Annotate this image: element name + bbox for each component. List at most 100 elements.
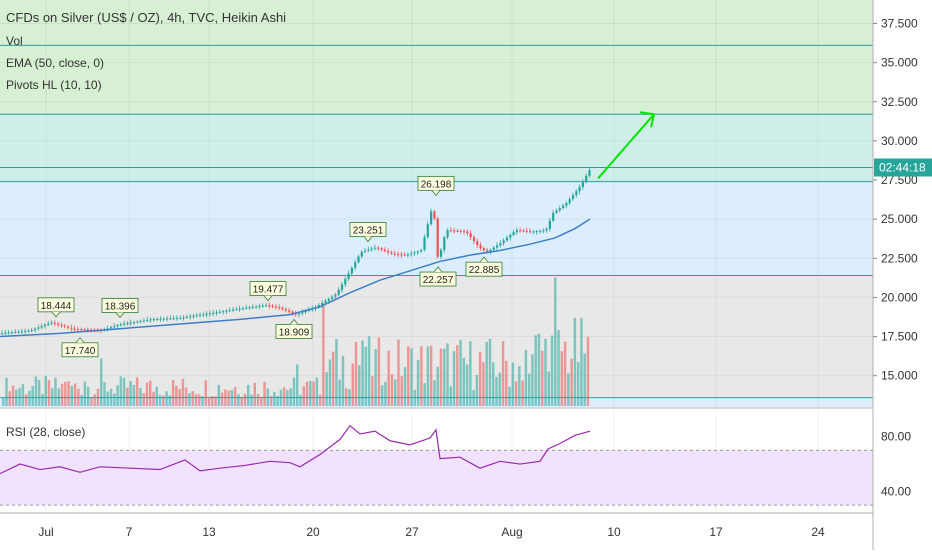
candle-body bbox=[453, 230, 456, 232]
candle-body bbox=[466, 231, 469, 234]
volume-bar bbox=[364, 346, 368, 406]
candle-body bbox=[30, 330, 33, 332]
volume-bar bbox=[407, 346, 410, 406]
indicator-volume-label[interactable]: Vol bbox=[6, 34, 23, 48]
candle-body bbox=[334, 294, 337, 297]
volume-bar bbox=[162, 395, 165, 406]
volume-bar bbox=[544, 338, 547, 406]
volume-bar bbox=[188, 393, 191, 406]
volume-bar bbox=[394, 379, 397, 406]
rsi-line bbox=[0, 424, 591, 475]
volume-bar bbox=[452, 351, 456, 406]
candle-body bbox=[463, 231, 466, 233]
volume-bar bbox=[387, 350, 390, 406]
candle-body bbox=[459, 231, 462, 233]
time-axis-tick-5: Aug bbox=[501, 525, 522, 539]
candle-body bbox=[317, 305, 320, 308]
candle-body bbox=[281, 308, 284, 310]
candle-body bbox=[245, 307, 248, 309]
time-axis-tick-7: 17 bbox=[709, 525, 723, 539]
pivot-label-19.477: 19.477 bbox=[249, 281, 287, 302]
volume-bar bbox=[492, 362, 495, 406]
candle-body bbox=[423, 237, 426, 251]
candle-body bbox=[555, 210, 558, 213]
time-axis-tick-4: 27 bbox=[405, 525, 419, 539]
candle-body bbox=[512, 232, 515, 235]
volume-bar bbox=[358, 365, 361, 406]
trend-arrow-head bbox=[639, 111, 656, 128]
time-axis-tick-2: 13 bbox=[202, 525, 216, 539]
pivot-value: 17.740 bbox=[65, 346, 96, 357]
rsi-title[interactable]: RSI (28, close) bbox=[6, 425, 86, 439]
candle-body bbox=[50, 322, 53, 324]
candle-body bbox=[212, 312, 215, 314]
volume-bar bbox=[554, 277, 557, 406]
volume-bar bbox=[485, 341, 488, 406]
candle-body bbox=[24, 330, 27, 332]
volume-bar bbox=[478, 351, 482, 406]
price-axis-tick-0: 15.000 bbox=[881, 369, 918, 383]
volume-bar bbox=[113, 393, 116, 406]
volume-bar bbox=[54, 377, 57, 406]
volume-bar bbox=[462, 357, 466, 406]
volume-bar bbox=[60, 383, 64, 406]
volume-bar bbox=[132, 384, 136, 406]
candle-body bbox=[172, 318, 175, 320]
volume-bar bbox=[184, 387, 188, 406]
candle-body bbox=[146, 319, 149, 321]
volume-bar bbox=[217, 384, 221, 406]
volume-bar bbox=[158, 394, 162, 406]
volume-bar bbox=[305, 381, 309, 406]
volume-bar bbox=[106, 391, 109, 406]
volume-bar bbox=[449, 386, 452, 406]
candle-body bbox=[397, 253, 400, 255]
volume-bar bbox=[47, 380, 51, 406]
volume-bar bbox=[537, 333, 541, 406]
candle-body bbox=[585, 175, 588, 182]
volume-bar bbox=[2, 398, 5, 406]
candle-body bbox=[522, 230, 525, 232]
candle-body bbox=[60, 324, 63, 326]
volume-bar bbox=[178, 389, 181, 406]
price-axis-tick-6: 30.000 bbox=[881, 134, 918, 148]
candle-body bbox=[519, 230, 522, 232]
pivot-pointer bbox=[289, 318, 299, 325]
volume-bar bbox=[11, 385, 15, 406]
candle-body bbox=[109, 327, 113, 329]
volume-bar bbox=[139, 388, 142, 406]
volume-bar bbox=[201, 396, 204, 406]
volume-bar bbox=[204, 380, 207, 406]
candle-body bbox=[344, 278, 347, 285]
volume-bar bbox=[475, 374, 479, 406]
indicator-ema-label[interactable]: EMA (50, close, 0) bbox=[6, 56, 105, 70]
volume-bar bbox=[420, 346, 423, 406]
volume-bar bbox=[80, 395, 83, 406]
chart-title[interactable]: CFDs on Silver (US$ / OZ), 4h, TVC, Heik… bbox=[6, 10, 287, 25]
volume-bar bbox=[207, 397, 211, 406]
candle-body bbox=[446, 230, 449, 238]
current-price-countdown: 02:44:18 bbox=[879, 160, 926, 174]
candle-body bbox=[67, 326, 70, 328]
volume-bar bbox=[531, 354, 534, 406]
volume-bar bbox=[315, 377, 319, 406]
volume-bars bbox=[2, 277, 590, 406]
volume-bar bbox=[276, 395, 279, 406]
volume-bar bbox=[371, 376, 374, 406]
trend-arrow bbox=[597, 113, 655, 180]
volume-bar bbox=[299, 394, 302, 406]
volume-bar bbox=[289, 388, 292, 406]
volume-bar bbox=[269, 396, 273, 406]
indicator-pivots-label[interactable]: Pivots HL (10, 10) bbox=[6, 78, 102, 92]
candle-body bbox=[202, 314, 205, 316]
volume-bar bbox=[21, 384, 25, 406]
volume-bar bbox=[514, 381, 518, 406]
volume-bar bbox=[345, 388, 348, 406]
candle-body bbox=[505, 237, 509, 241]
candle-body bbox=[215, 312, 218, 314]
volume-bar bbox=[560, 351, 564, 406]
candle-body bbox=[129, 322, 132, 324]
candle-body bbox=[532, 231, 535, 233]
candle-body bbox=[106, 328, 109, 330]
candle-body bbox=[492, 247, 495, 250]
